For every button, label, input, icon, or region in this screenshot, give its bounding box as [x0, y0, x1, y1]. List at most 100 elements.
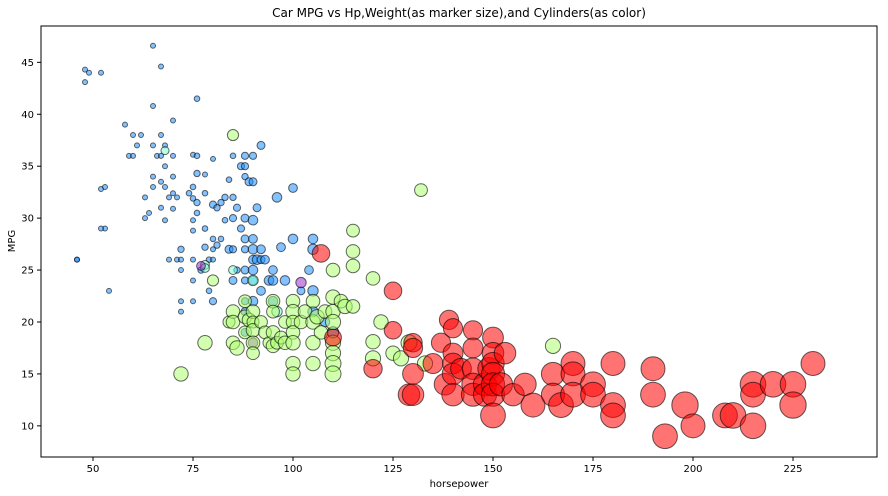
- data-point: [256, 140, 266, 150]
- data-point: [247, 264, 259, 276]
- data-point: [102, 183, 108, 190]
- data-point: [201, 243, 209, 251]
- data-point: [640, 356, 666, 382]
- y-axis-label: MPG: [7, 230, 18, 252]
- x-tick-label: 125: [383, 464, 402, 475]
- data-point: [178, 256, 184, 263]
- data-point: [365, 334, 381, 350]
- data-point: [130, 132, 136, 139]
- x-tick-label: 200: [683, 464, 702, 475]
- data-point: [324, 313, 342, 331]
- data-point: [122, 121, 128, 128]
- data-point: [462, 320, 484, 341]
- data-point: [217, 198, 225, 207]
- series-8-cylinders: [311, 244, 826, 450]
- data-point: [193, 169, 201, 178]
- x-tick-label: 175: [583, 464, 602, 475]
- data-point: [311, 244, 331, 263]
- data-point: [383, 320, 403, 340]
- data-point: [142, 215, 148, 222]
- data-point: [146, 209, 152, 216]
- data-point: [158, 63, 164, 70]
- data-point: [229, 340, 245, 356]
- y-tick-label: 15: [21, 369, 34, 380]
- data-point: [285, 366, 301, 382]
- data-point: [160, 146, 170, 156]
- data-point: [600, 351, 626, 377]
- data-point: [138, 132, 144, 139]
- y-tick-label: 45: [21, 58, 34, 69]
- data-point: [228, 245, 238, 254]
- data-point: [287, 233, 299, 245]
- data-point: [205, 287, 213, 295]
- data-point: [383, 281, 403, 301]
- data-point: [232, 203, 242, 212]
- data-point: [305, 355, 321, 372]
- data-point: [193, 152, 201, 160]
- data-point: [288, 183, 298, 193]
- data-point: [680, 413, 706, 439]
- data-point: [345, 299, 361, 314]
- data-point: [170, 205, 176, 212]
- y-axis-ticks: 10 15 20 25 30 35 40 45: [21, 58, 41, 432]
- data-point: [236, 224, 246, 233]
- x-tick-label: 100: [283, 464, 302, 475]
- data-point: [228, 214, 238, 223]
- data-point: [150, 42, 156, 49]
- data-point: [170, 117, 176, 124]
- data-point: [150, 183, 156, 190]
- data-point: [240, 234, 250, 244]
- data-point: [106, 287, 112, 294]
- data-point: [158, 178, 164, 185]
- data-point: [800, 351, 826, 377]
- data-point: [373, 314, 389, 330]
- data-point: [304, 265, 314, 275]
- data-point: [206, 274, 220, 287]
- data-point: [162, 163, 168, 170]
- data-point: [266, 304, 280, 319]
- data-point: [248, 234, 258, 244]
- data-point: [98, 225, 104, 232]
- data-point: [305, 293, 321, 309]
- data-point: [295, 276, 307, 289]
- data-point: [74, 256, 80, 263]
- data-point: [246, 346, 260, 361]
- data-point: [162, 217, 168, 224]
- data-point: [513, 372, 537, 397]
- data-point: [178, 308, 184, 315]
- data-point: [267, 275, 279, 286]
- data-point: [158, 204, 164, 211]
- data-point: [142, 194, 148, 201]
- data-point: [150, 142, 156, 149]
- data-point: [422, 353, 444, 375]
- data-point: [240, 151, 250, 160]
- data-point: [229, 152, 237, 160]
- data-point: [98, 69, 104, 76]
- data-point: [210, 155, 216, 162]
- data-point: [185, 189, 193, 197]
- data-point: [189, 183, 197, 191]
- chart-title: Car MPG vs Hp,Weight(as marker size),and…: [272, 6, 646, 20]
- data-point: [213, 241, 221, 249]
- x-axis-ticks: 50 75 100 125 150 175 200 225: [87, 457, 803, 475]
- data-point: [652, 423, 678, 450]
- data-point: [248, 177, 258, 187]
- data-point: [202, 171, 208, 178]
- data-point: [365, 271, 381, 286]
- x-tick-label: 225: [783, 464, 802, 475]
- data-point: [170, 190, 176, 197]
- y-tick-label: 35: [21, 162, 34, 173]
- x-axis-label: horsepower: [430, 479, 490, 490]
- series-4-cylinders: [74, 42, 340, 339]
- data-point: [221, 216, 229, 224]
- data-point: [240, 245, 250, 254]
- data-point: [150, 173, 156, 180]
- data-point: [196, 261, 206, 271]
- x-tick-label: 50: [87, 464, 100, 475]
- data-point: [268, 265, 278, 275]
- data-point: [307, 233, 319, 245]
- data-point: [213, 204, 221, 212]
- data-point: [173, 366, 189, 382]
- data-point: [256, 285, 266, 296]
- y-tick-label: 25: [21, 266, 34, 277]
